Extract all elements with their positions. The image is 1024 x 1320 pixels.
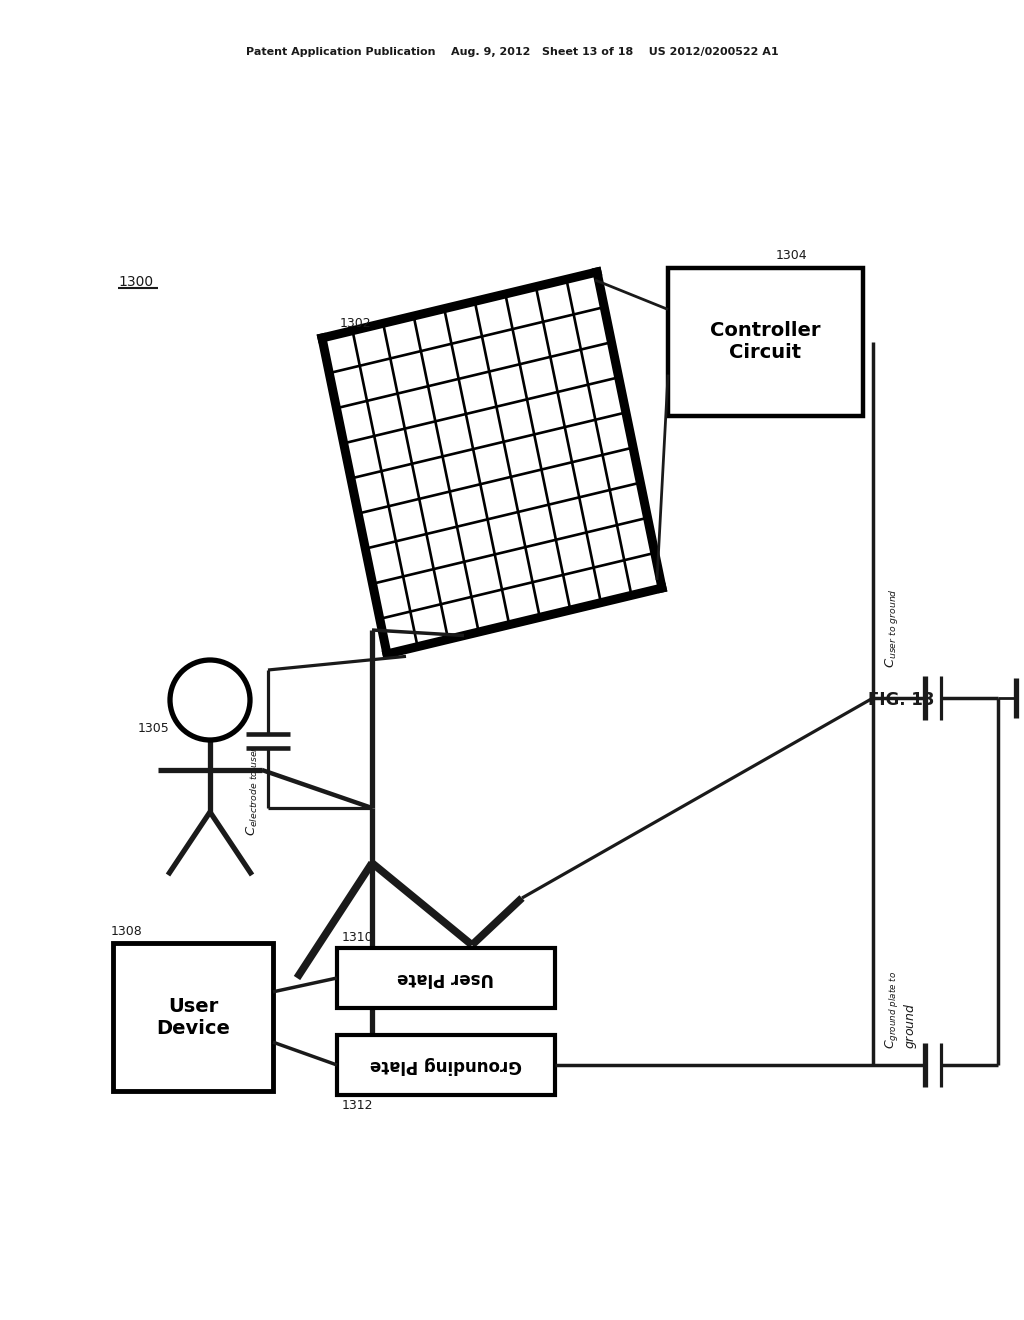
Text: User Plate: User Plate <box>397 969 495 987</box>
Bar <box>337 1035 555 1096</box>
Text: 1308: 1308 <box>111 925 142 939</box>
Text: 1312: 1312 <box>342 1100 374 1111</box>
Text: 1310: 1310 <box>342 931 374 944</box>
Polygon shape <box>322 272 662 653</box>
Text: 1302: 1302 <box>340 317 372 330</box>
Text: 1300: 1300 <box>118 275 154 289</box>
Bar <box>113 942 273 1092</box>
Text: $C_{electrode\ to\ user}$: $C_{electrode\ to\ user}$ <box>245 744 260 836</box>
Text: User
Device: User Device <box>156 997 230 1038</box>
Text: 1305: 1305 <box>138 722 170 734</box>
Text: Controller
Circuit: Controller Circuit <box>711 322 821 363</box>
Text: $C_{user\ to\ ground}$: $C_{user\ to\ ground}$ <box>883 589 900 668</box>
Text: $C_{user\ to}$
$user\ plate$: $C_{user\ to}$ $user\ plate$ <box>400 1047 465 1081</box>
Text: Patent Application Publication    Aug. 9, 2012   Sheet 13 of 18    US 2012/02005: Patent Application Publication Aug. 9, 2… <box>246 48 778 57</box>
Bar <box>337 948 555 1008</box>
Text: Grounding Plate: Grounding Plate <box>370 1056 522 1074</box>
Text: $C_{ground\ plate\ to}$
$ground$: $C_{ground\ plate\ to}$ $ground$ <box>883 972 920 1049</box>
Text: FIG. 13: FIG. 13 <box>868 690 935 709</box>
Bar <box>668 268 863 416</box>
Text: 1304: 1304 <box>775 249 807 261</box>
